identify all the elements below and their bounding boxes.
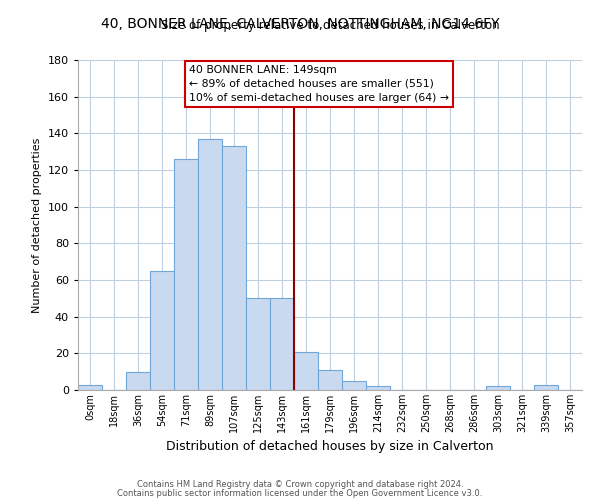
X-axis label: Distribution of detached houses by size in Calverton: Distribution of detached houses by size … [166, 440, 494, 454]
Bar [126, 372, 150, 390]
Text: Contains public sector information licensed under the Open Government Licence v3: Contains public sector information licen… [118, 488, 482, 498]
Bar [78, 384, 102, 390]
Bar [318, 370, 342, 390]
Y-axis label: Number of detached properties: Number of detached properties [32, 138, 42, 312]
Text: 40 BONNER LANE: 149sqm
← 89% of detached houses are smaller (551)
10% of semi-de: 40 BONNER LANE: 149sqm ← 89% of detached… [189, 65, 449, 103]
Text: Contains HM Land Registry data © Crown copyright and database right 2024.: Contains HM Land Registry data © Crown c… [137, 480, 463, 489]
Bar [222, 146, 246, 390]
Title: Size of property relative to detached houses in Calverton: Size of property relative to detached ho… [161, 20, 499, 32]
Bar [486, 386, 510, 390]
Bar [534, 384, 558, 390]
Bar [270, 298, 294, 390]
Bar [294, 352, 318, 390]
Bar [174, 159, 198, 390]
Bar [198, 139, 222, 390]
Bar [246, 298, 270, 390]
Bar [150, 271, 174, 390]
Bar [342, 381, 366, 390]
Text: 40, BONNER LANE, CALVERTON, NOTTINGHAM, NG14 6FY: 40, BONNER LANE, CALVERTON, NOTTINGHAM, … [101, 18, 499, 32]
Bar [366, 386, 390, 390]
